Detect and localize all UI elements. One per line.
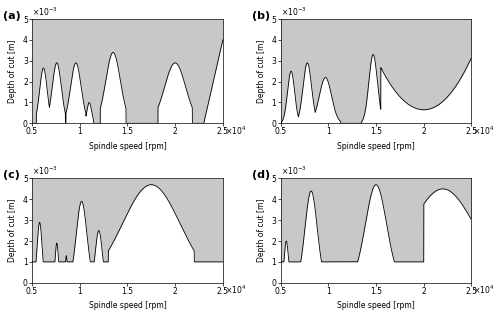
Text: (d): (d) bbox=[252, 170, 270, 180]
X-axis label: Spindle speed [rpm]: Spindle speed [rpm] bbox=[88, 142, 166, 151]
X-axis label: Spindle speed [rpm]: Spindle speed [rpm] bbox=[337, 301, 415, 310]
Text: $\times 10^{4}$: $\times 10^{4}$ bbox=[474, 284, 494, 296]
Y-axis label: Depth of cut [m]: Depth of cut [m] bbox=[257, 199, 266, 262]
Y-axis label: Depth of cut [m]: Depth of cut [m] bbox=[257, 40, 266, 103]
Text: (a): (a) bbox=[4, 11, 21, 21]
X-axis label: Spindle speed [rpm]: Spindle speed [rpm] bbox=[337, 142, 415, 151]
Y-axis label: Depth of cut [m]: Depth of cut [m] bbox=[8, 40, 18, 103]
Text: $\times 10^{-3}$: $\times 10^{-3}$ bbox=[280, 165, 306, 177]
Text: $\times 10^{4}$: $\times 10^{4}$ bbox=[224, 284, 246, 296]
Y-axis label: Depth of cut [m]: Depth of cut [m] bbox=[8, 199, 18, 262]
Text: $\times 10^{-3}$: $\times 10^{-3}$ bbox=[280, 6, 306, 18]
Text: (b): (b) bbox=[252, 11, 270, 21]
Text: $\times 10^{-3}$: $\times 10^{-3}$ bbox=[32, 6, 58, 18]
X-axis label: Spindle speed [rpm]: Spindle speed [rpm] bbox=[88, 301, 166, 310]
Text: $\times 10^{-3}$: $\times 10^{-3}$ bbox=[32, 165, 58, 177]
Text: $\times 10^{4}$: $\times 10^{4}$ bbox=[474, 125, 494, 137]
Text: (c): (c) bbox=[4, 170, 20, 180]
Text: $\times 10^{4}$: $\times 10^{4}$ bbox=[224, 125, 246, 137]
